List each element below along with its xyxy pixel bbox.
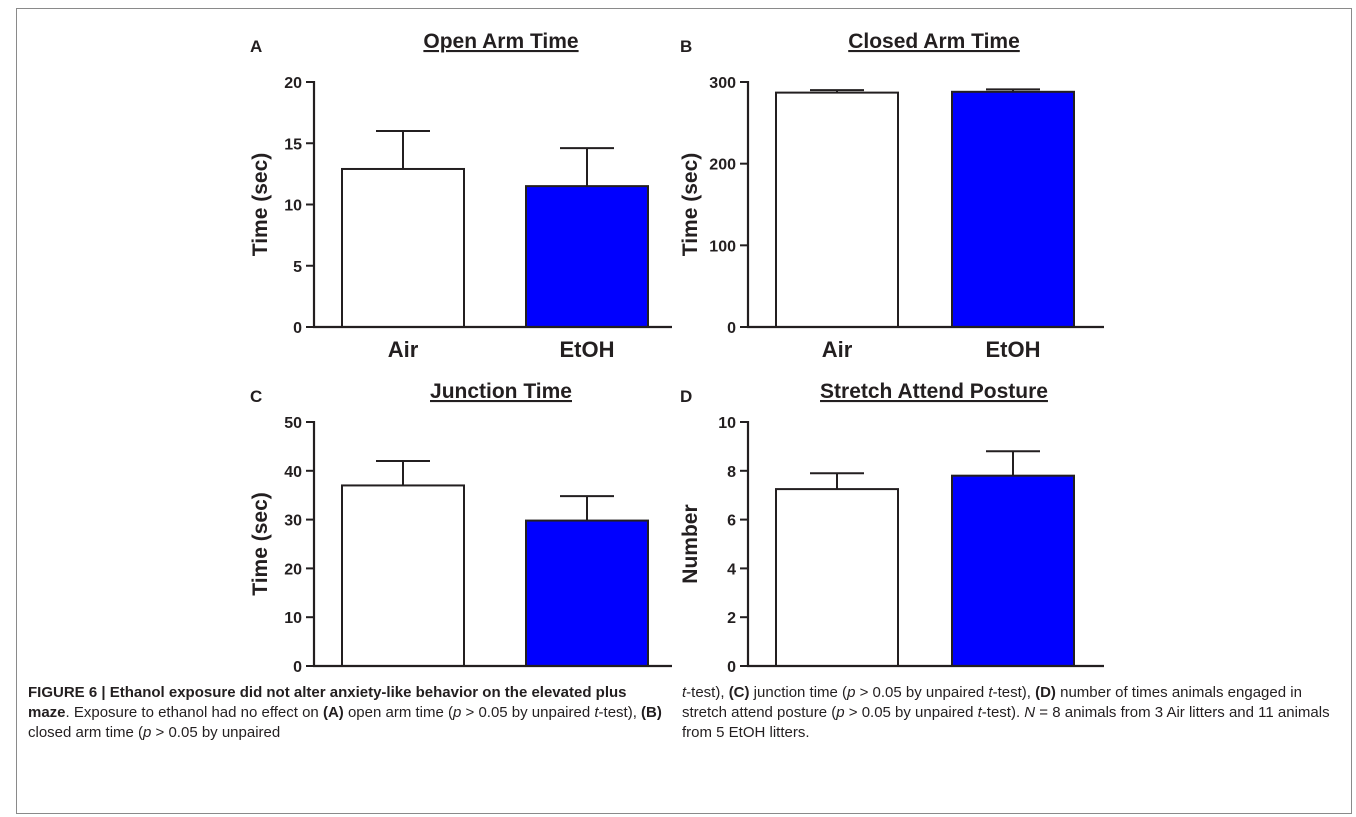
y-axis-label: Number [679,504,702,583]
figure-caption-right: t-test), (C) junction time (p > 0.05 by … [682,683,1342,743]
y-tick-label: 8 [727,464,736,481]
y-tick-label: 15 [284,136,302,153]
chart-panel-d: D Stretch Attend Posture Air EtOH 0 2 4 6 8 10 Num… [679,380,1104,680]
caption-var: p [836,704,845,721]
y-tick-label: 10 [718,415,736,432]
y-tick-label: 20 [284,561,302,578]
caption-var: t [977,704,982,721]
caption-text: > 0.05 by unpaired [844,704,978,721]
caption-figure-label: FIGURE 6 | Ethanol exposure did not alte… [28,684,627,721]
caption-text: -test). [981,704,1025,721]
y-tick-label: 0 [293,659,302,676]
y-tick-label: 5 [293,259,302,276]
chart-panel-c: C Junction Time Air EtOH 0 10 20 30 40 50 Time (se… [249,380,672,680]
caption-var: t [988,684,993,701]
bar [525,185,649,328]
x-tick-label: Air [822,676,853,680]
caption-text: open arm time ( [343,704,453,721]
y-tick-label: 100 [709,238,736,255]
caption-var: t [682,684,687,701]
y-tick-label: 40 [284,464,302,481]
bar [775,91,899,328]
y-tick-label: 2 [727,610,736,627]
y-axis-label: Time (sec) [249,492,272,596]
x-tick-label: EtOH [560,676,615,680]
caption-text: > 0.05 by unpaired [461,704,595,721]
bar [341,167,465,328]
y-axis-label: Time (sec) [249,153,272,257]
caption-text: number of times animals engaged in stret… [682,684,1302,721]
y-tick-label: 0 [293,320,302,337]
y-tick-label: 10 [284,198,302,215]
panel-label: D [680,387,692,406]
caption-text: -test), [992,684,1036,701]
caption-tag: (B) [641,704,662,721]
bar [525,519,649,667]
chart-title: Open Arm Time [423,30,578,53]
caption-text: junction time ( [749,684,848,701]
figure-caption-left: FIGURE 6 | Ethanol exposure did not alte… [28,683,664,743]
chart-title: Closed Arm Time [848,30,1020,53]
bar [951,90,1075,328]
figure-frame [16,8,1352,814]
y-tick-label: 300 [709,75,736,92]
caption-var: N [1024,704,1036,721]
bar [951,474,1075,667]
caption-text: = 8 animals from 3 Air litters and 11 an… [682,704,1330,741]
y-tick-label: 0 [727,659,736,676]
caption-var: p [143,724,152,741]
y-tick-label: 50 [284,415,302,432]
y-tick-label: 4 [727,561,736,578]
caption-var: p [453,704,462,721]
caption-text: > 0.05 by unpaired [855,684,989,701]
bar [341,484,465,667]
y-tick-label: 0 [727,320,736,337]
caption-text: > 0.05 by unpaired [151,724,281,741]
chart-panel-b: B Closed Arm Time Air EtOH 0 100 200 300 Time (s… [679,30,1104,362]
chart-panel-a: A Open Arm Time Air EtOH 0 5 10 15 20 Time (sec) [249,30,672,362]
y-tick-label: 10 [284,610,302,627]
caption-text: . Exposure to ethanol had no effect on [65,704,323,721]
x-tick-label: EtOH [560,337,615,362]
caption-text: -test), [598,704,642,721]
panel-label: B [680,37,692,56]
panel-label: C [250,387,262,406]
caption-text: closed arm time ( [28,724,144,741]
caption-var: t [594,704,599,721]
bar [775,488,899,667]
y-tick-label: 200 [709,157,736,174]
x-tick-label: Air [388,337,419,362]
y-tick-label: 20 [284,75,302,92]
y-tick-label: 30 [284,513,302,530]
caption-var: p [847,684,856,701]
x-tick-label: EtOH [986,337,1041,362]
chart-title: Stretch Attend Posture [820,380,1048,403]
panel-label: A [250,37,262,56]
y-tick-label: 6 [727,513,736,530]
x-tick-label: Air [388,676,419,680]
chart-title: Junction Time [430,380,572,403]
x-tick-label: Air [822,337,853,362]
x-tick-label: EtOH [986,676,1041,680]
y-axis-label: Time (sec) [679,153,702,257]
caption-text: -test), [686,684,729,701]
caption-tag: (C) [728,684,750,701]
caption-tag: (A) [322,704,344,721]
caption-tag: (D) [1035,684,1056,701]
